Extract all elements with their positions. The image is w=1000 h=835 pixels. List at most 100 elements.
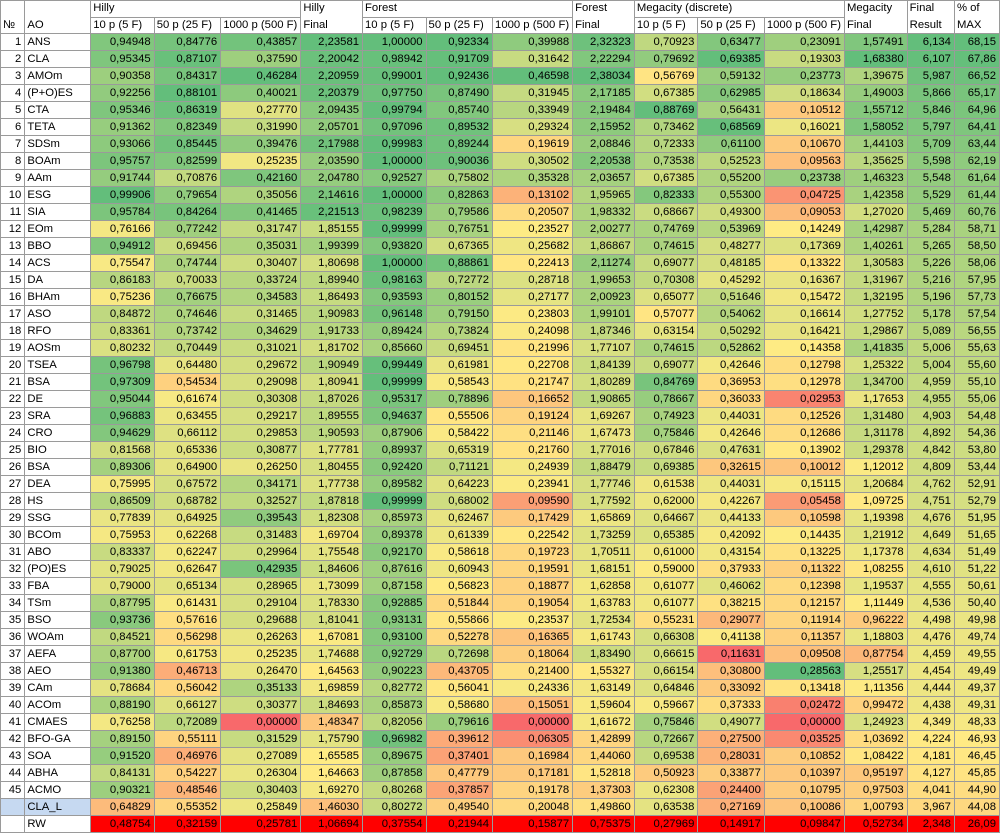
megacity-1000p-cell: 0,10795: [763, 781, 845, 799]
index-cell: 33: [0, 577, 26, 595]
megacity-50p-cell: 0,52523: [697, 152, 765, 170]
hilly-10p-cell: 0,64829: [90, 798, 155, 816]
hilly-1000p-cell: 0,42160: [220, 169, 302, 187]
megacity-50p-cell: 0,44031: [697, 407, 765, 425]
algorithm-name-cell: ANS: [24, 33, 92, 51]
forest-1000p-cell: 0,21747: [492, 373, 574, 391]
forest-10p-cell: 0,92420: [362, 458, 427, 476]
forest-50p-cell: 0,61981: [425, 356, 494, 374]
final-result-cell: 5,866: [906, 84, 955, 102]
pct-of-max-cell: 51,22: [953, 560, 1000, 578]
pct-of-max-cell: 58,71: [953, 220, 1000, 238]
table-row: 40 ACOm 0,88190 0,66127 0,30377 1,84693 0,8587…: [0, 696, 1000, 714]
megacity-1000p-cell: 0,10086: [763, 798, 845, 816]
hilly-50p-cell: 0,68782: [153, 492, 222, 510]
forest-final-cell: 1,63783: [572, 594, 635, 612]
forest-50p-cell: 0,85740: [425, 101, 494, 119]
hilly-1000p-cell: 0,29104: [220, 594, 302, 612]
megacity-1000p-cell: 0,28563: [763, 662, 845, 680]
hilly-10p-cell: 0,86509: [90, 492, 155, 510]
forest-final-cell: 1,67473: [572, 424, 635, 442]
hilly-1000p-cell: 0,35031: [220, 237, 302, 255]
megacity-10p-cell: 0,74615: [633, 237, 699, 255]
hilly-1000p-cell: 0,34629: [220, 322, 302, 340]
forest-1000p-cell: 0,20048: [492, 798, 574, 816]
hilly-final-cell: 1,81041: [300, 611, 364, 629]
pct-of-max-cell: 58,06: [953, 254, 1000, 272]
hilly-final-cell: 1,69270: [300, 781, 364, 799]
forest-50p-cell: 0,67365: [425, 237, 494, 255]
megacity-50p-cell: 0,24400: [697, 781, 765, 799]
hilly-final-cell: 1,80455: [300, 458, 364, 476]
hilly-1000p-cell: 0,25781: [220, 815, 302, 833]
megacity-50p-cell: 0,59132: [697, 67, 765, 85]
forest-10p-cell: 0,99983: [362, 135, 427, 153]
hilly-10p-cell: 0,89150: [90, 730, 155, 748]
hilly-10p-cell: 0,81568: [90, 441, 155, 459]
hilly-1000p-cell: 0,30377: [220, 696, 302, 714]
hilly-final-cell: 1,87818: [300, 492, 364, 510]
megacity-1000p-cell: 0,18634: [763, 84, 845, 102]
megacity-final-cell: 1,24923: [843, 713, 908, 731]
forest-50p-cell: 0,60943: [425, 560, 494, 578]
hilly-1000p-cell: 0,27089: [220, 747, 302, 765]
hilly-10p-cell: 0,79000: [90, 577, 155, 595]
hilly-1000p-cell: 0,40021: [220, 84, 302, 102]
index-cell: 39: [0, 679, 26, 697]
hilly-10p-cell: 0,83337: [90, 543, 155, 561]
hilly-10p-cell: 0,80232: [90, 339, 155, 357]
hilly-1000p-cell: 0,00000: [220, 713, 302, 731]
forest-10p-cell: 0,93820: [362, 237, 427, 255]
megacity-final-cell: 1,40261: [843, 237, 908, 255]
forest-1000p-cell: 0,22708: [492, 356, 574, 374]
pct-of-max-cell: 44,90: [953, 781, 1000, 799]
table-row: 5 CTA 0,95346 0,86319 0,27770 2,09435 0,99794 0…: [0, 101, 1000, 119]
forest-10p-cell: 0,92527: [362, 169, 427, 187]
forest-10p-cell: 0,97750: [362, 84, 427, 102]
hilly-10p-cell: 0,75995: [90, 475, 155, 493]
forest-final-cell: 1,77016: [572, 441, 635, 459]
megacity-1000p-cell: 0,04725: [763, 186, 845, 204]
index-cell: 35: [0, 611, 26, 629]
forest-10p-cell: 0,87616: [362, 560, 427, 578]
megacity-1000p-cell: 0,23773: [763, 67, 845, 85]
pct-of-max-cell: 56,55: [953, 322, 1000, 340]
index-cell: 38: [0, 662, 26, 680]
final-result-cell: 4,536: [906, 594, 955, 612]
hilly-final-cell: 1,89555: [300, 407, 364, 425]
hilly-50p-cell: 0,64480: [153, 356, 222, 374]
final-result-cell: 5,284: [906, 220, 955, 238]
hilly-1000p-cell: 0,29853: [220, 424, 302, 442]
index-cell: [0, 815, 26, 833]
final-result-cell: 4,127: [906, 764, 955, 782]
pct-of-max-cell: 55,63: [953, 339, 1000, 357]
hilly-final-cell: 1,84606: [300, 560, 364, 578]
megacity-50p-cell: 0,55200: [697, 169, 765, 187]
forest-final-cell: 0,75375: [572, 815, 635, 833]
megacity-10p-cell: 0,67846: [633, 441, 699, 459]
header-pct-max-2: MAX: [953, 17, 1000, 34]
hilly-final-cell: 1,81702: [300, 339, 364, 357]
forest-final-cell: 1,61743: [572, 628, 635, 646]
pct-of-max-cell: 51,49: [953, 543, 1000, 561]
hilly-50p-cell: 0,70449: [153, 339, 222, 357]
table-row: 15 DA 0,86183 0,70033 0,33724 1,89940 0,98163 0…: [0, 271, 1000, 289]
megacity-50p-cell: 0,42646: [697, 424, 765, 442]
forest-50p-cell: 0,58422: [425, 424, 494, 442]
forest-final-cell: 1,80289: [572, 373, 635, 391]
hilly-final-cell: 1,65585: [300, 747, 364, 765]
forest-10p-cell: 0,98942: [362, 50, 427, 68]
megacity-50p-cell: 0,30800: [697, 662, 765, 680]
megacity-final-cell: 1,27752: [843, 305, 908, 323]
forest-50p-cell: 0,37857: [425, 781, 494, 799]
forest-50p-cell: 0,80152: [425, 288, 494, 306]
hilly-50p-cell: 0,65336: [153, 441, 222, 459]
hilly-10p-cell: 0,87795: [90, 594, 155, 612]
forest-final-cell: 2,38034: [572, 67, 635, 85]
megacity-final-cell: 1,42987: [843, 220, 908, 238]
hilly-final-cell: 2,21513: [300, 203, 364, 221]
header-sub-50p: 50 p (25 F): [425, 17, 494, 34]
forest-final-cell: 1,65869: [572, 509, 635, 527]
forest-10p-cell: 0,99794: [362, 101, 427, 119]
